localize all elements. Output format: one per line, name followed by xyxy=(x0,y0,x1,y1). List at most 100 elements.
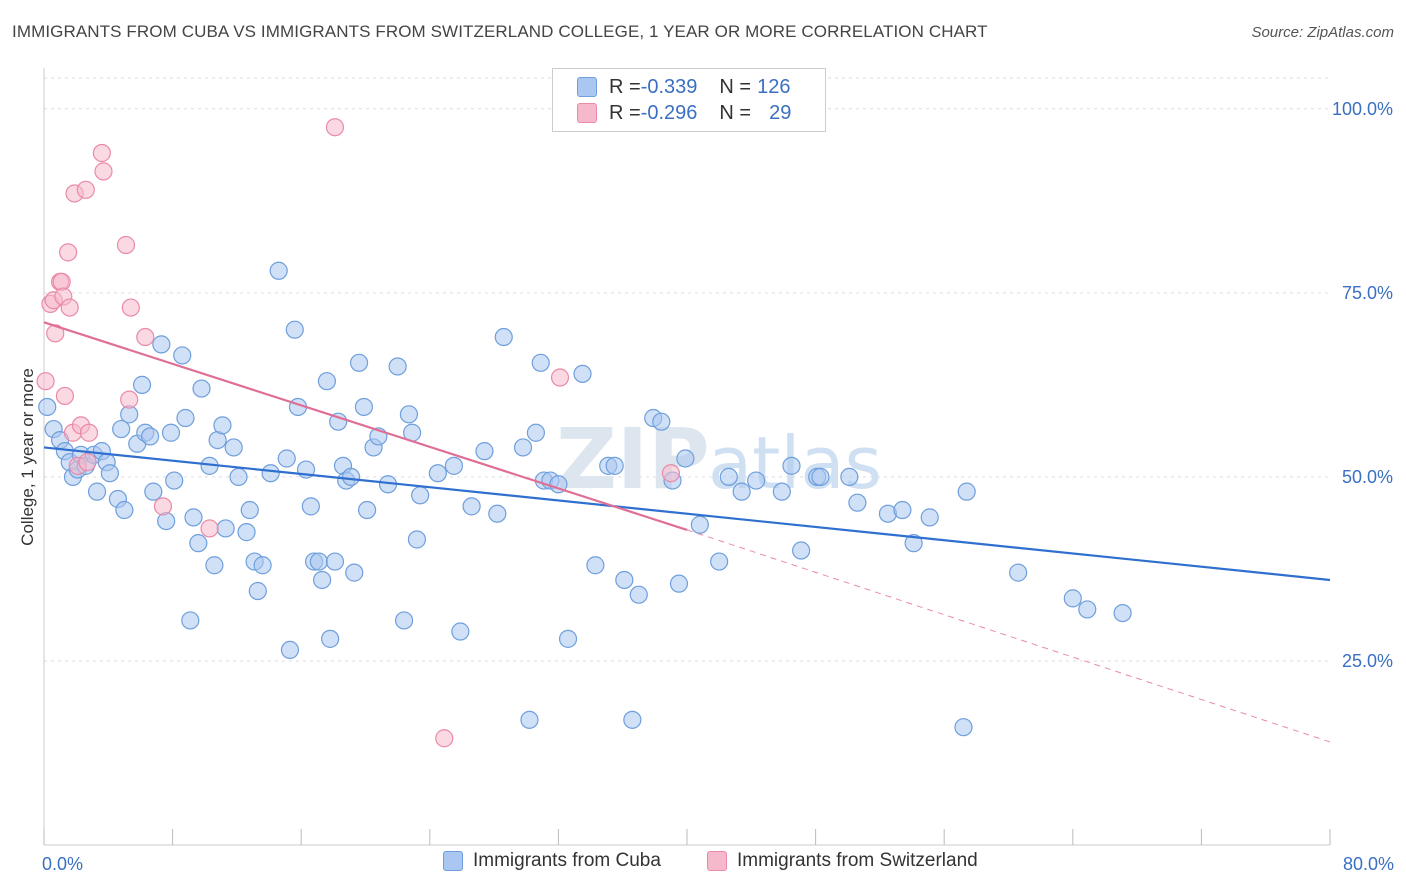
source-label: Source: ZipAtlas.com xyxy=(1251,24,1394,41)
cuba-point xyxy=(132,375,152,394)
switzerland-point xyxy=(79,423,99,442)
cuba-point xyxy=(213,416,232,435)
cuba-point xyxy=(513,438,533,457)
switzerland-point xyxy=(325,118,345,137)
y-tick-label: 50.0% xyxy=(1342,467,1393,487)
switzerland-point xyxy=(59,243,78,262)
cuba-point xyxy=(157,511,176,531)
cuba-point xyxy=(285,320,304,339)
cuba-point xyxy=(957,482,976,501)
cuba-point xyxy=(573,364,592,383)
cuba-point xyxy=(732,482,751,501)
x-tick-label: 0.0% xyxy=(42,854,83,874)
y-tick-label: 100.0% xyxy=(1332,99,1393,119)
switzerland-point xyxy=(55,386,74,406)
cuba-point xyxy=(173,346,192,365)
cuba-point xyxy=(399,405,419,424)
cuba-point xyxy=(840,467,859,487)
cuba-point xyxy=(676,449,695,468)
switzerland-point xyxy=(120,390,139,409)
tick-labels: 25.0% 50.0% 75.0% 100.0% 0.0% 80.0% xyxy=(42,99,1394,874)
cuba-point xyxy=(354,397,373,417)
cuba-point xyxy=(954,718,973,737)
cuba-point xyxy=(407,530,427,549)
cuba-point xyxy=(38,397,57,417)
cuba-point xyxy=(388,357,407,376)
chart-title: IMMIGRANTS FROM CUBA VS IMMIGRANTS FROM … xyxy=(12,22,988,41)
cuba-point xyxy=(152,335,171,354)
cuba-point xyxy=(301,497,320,516)
legend: R = -0.339 N = 126 R = -0.296 N = 29 xyxy=(552,68,826,132)
legend-row-cuba: R = -0.339 N = 126 xyxy=(577,74,790,100)
legend-n-label: N = xyxy=(719,75,752,98)
cuba-point xyxy=(312,570,332,590)
switzerland-point xyxy=(94,162,113,181)
cuba-point xyxy=(520,710,539,729)
cuba-point xyxy=(140,427,160,446)
legend-n-label: N = xyxy=(719,101,752,124)
cuba-point xyxy=(87,482,107,501)
legend-r-value: -0.296 xyxy=(640,101,698,124)
cuba-point xyxy=(586,556,605,575)
bottom-legend-swatch-cuba xyxy=(443,851,463,871)
cuba-point xyxy=(1009,563,1028,582)
cuba-point xyxy=(161,423,181,442)
cuba-point xyxy=(772,482,791,501)
switzerland-point xyxy=(121,298,140,317)
bottom-legend-swatch-switzerland xyxy=(707,851,727,871)
cuba-point xyxy=(261,464,280,483)
cuba-point xyxy=(782,456,801,475)
switzerland-point xyxy=(60,298,79,317)
switzerland-point xyxy=(435,729,454,748)
cuba-point xyxy=(558,629,578,648)
cuba-point xyxy=(1063,589,1082,608)
cuba-point xyxy=(462,497,481,516)
cuba-point xyxy=(710,552,729,571)
switzerland-point xyxy=(200,519,219,538)
cuba-point xyxy=(488,504,507,523)
cuba-point xyxy=(192,379,211,398)
cuba-point xyxy=(280,640,300,660)
legend-n-value: 29 xyxy=(769,101,792,124)
cuba-point xyxy=(451,622,470,641)
cuba-point xyxy=(652,412,671,431)
cuba-point xyxy=(719,467,738,487)
bottom-legend-label-switzerland: Immigrants from Switzerland xyxy=(737,850,978,871)
switzerland-point xyxy=(92,143,111,163)
cuba-point xyxy=(341,467,361,487)
cuba-point xyxy=(394,611,414,630)
switzerland-point xyxy=(76,180,95,199)
cuba-point xyxy=(494,327,513,347)
legend-r-label: R = xyxy=(609,75,641,98)
x-tick-label: 80.0% xyxy=(1343,854,1394,874)
data-points xyxy=(36,118,1132,748)
switzerland-point xyxy=(36,372,55,391)
cuba-point xyxy=(325,552,345,571)
cuba-point xyxy=(904,534,923,553)
axes xyxy=(43,68,1331,846)
cuba-point xyxy=(189,534,208,553)
cuba-point xyxy=(848,493,867,512)
cuba-point xyxy=(792,541,811,560)
switzerland-point xyxy=(153,497,173,516)
cuba-point xyxy=(747,471,766,490)
switzerland-trend-extension xyxy=(686,529,1331,743)
cuba-trend-line xyxy=(43,446,1331,582)
legend-swatch-cuba xyxy=(577,77,597,97)
cuba-point xyxy=(248,581,267,601)
bottom-legend-cuba: Immigrants from Cuba xyxy=(443,850,661,872)
legend-swatch-switzerland xyxy=(577,103,597,123)
cuba-point xyxy=(444,456,464,475)
cuba-point xyxy=(115,500,134,520)
cuba-point xyxy=(549,475,568,494)
switzerland-point xyxy=(550,368,570,387)
cuba-point xyxy=(277,449,296,468)
cuba-point xyxy=(224,438,243,457)
y-axis-label: College, 1 year or more xyxy=(18,368,37,546)
cuba-point xyxy=(920,508,939,527)
cuba-point xyxy=(112,419,131,439)
legend-r-label: R = xyxy=(609,101,641,124)
legend-r-value: -0.339 xyxy=(640,75,698,98)
cuba-point xyxy=(205,556,224,575)
